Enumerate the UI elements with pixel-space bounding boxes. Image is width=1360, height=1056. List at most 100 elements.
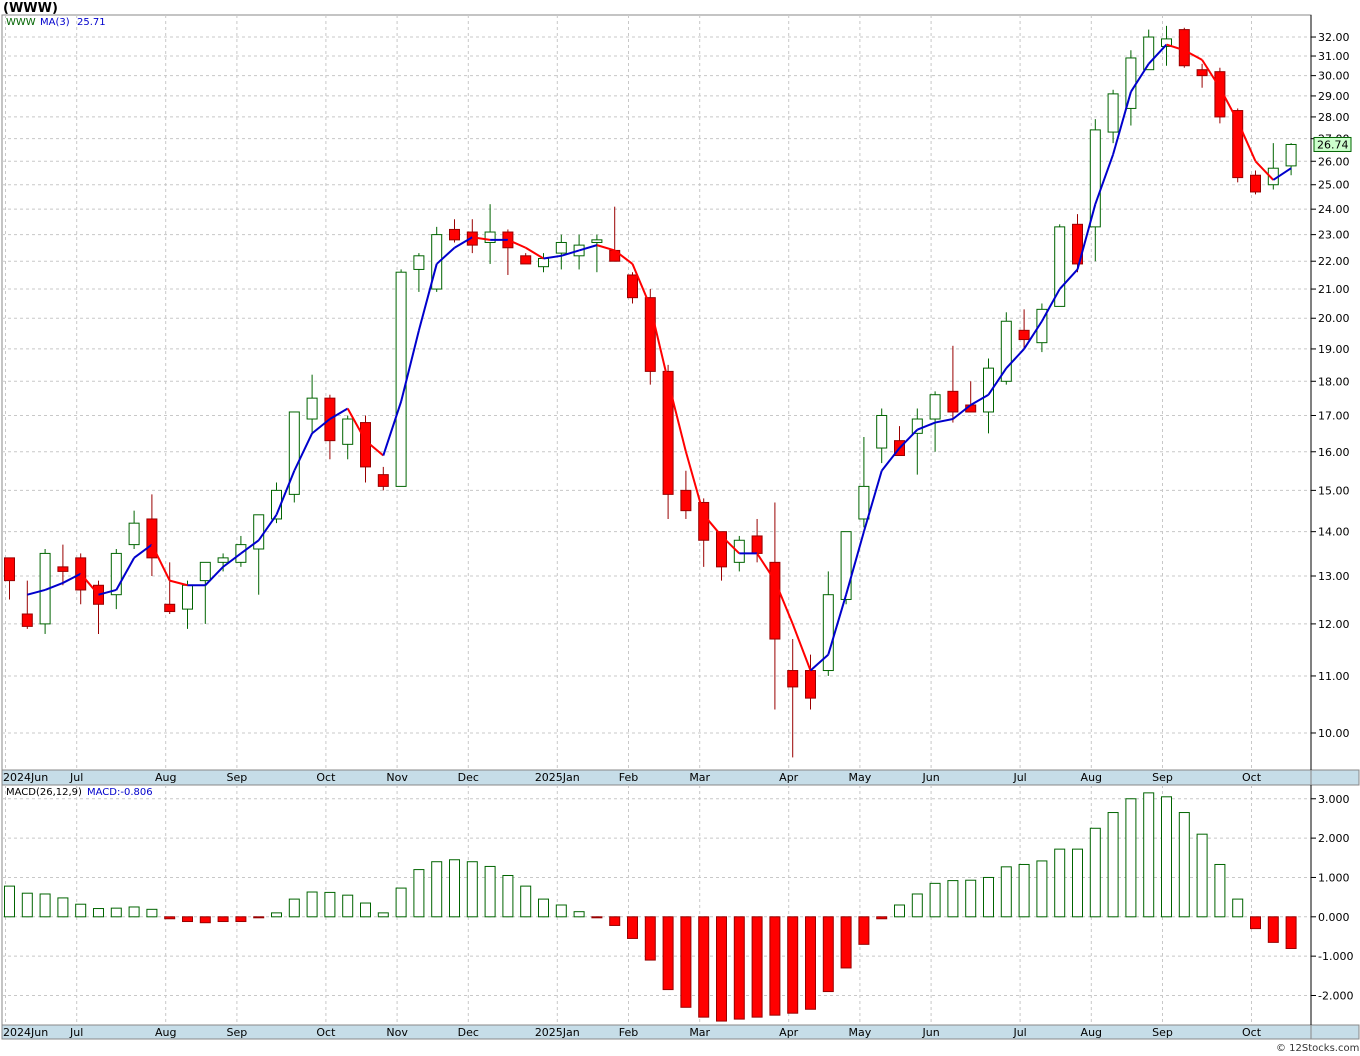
month-label: Jul <box>69 771 83 784</box>
month-label: Dec <box>458 771 479 784</box>
macd-bar-positive <box>93 908 104 918</box>
candle-up <box>733 539 745 563</box>
month-label: Oct <box>316 1026 336 1039</box>
candle-down <box>805 670 816 699</box>
price-tick-label: 14.00 <box>1318 526 1350 539</box>
macd-bar-negative <box>1267 916 1279 943</box>
candle-up <box>1089 129 1101 228</box>
candle-up <box>1285 143 1297 167</box>
price-tick-label: 13.00 <box>1318 570 1350 583</box>
month-label: Jun <box>922 1026 940 1039</box>
macd-bar-positive <box>75 903 87 918</box>
candle-down <box>1232 110 1244 179</box>
last-price-label: 26.74 <box>1317 138 1349 151</box>
candle-down <box>644 297 656 372</box>
candle-down <box>1250 174 1261 193</box>
macd-bar-positive <box>1018 863 1030 918</box>
ma-line-segment <box>1058 268 1079 290</box>
macd-bar-negative <box>858 916 870 945</box>
ma-line-segment <box>791 623 812 671</box>
ma-line-segment <box>507 238 527 249</box>
ma-line-segment <box>1147 43 1168 65</box>
macd-bar-negative <box>235 916 247 923</box>
candle-up <box>1107 93 1119 133</box>
ma-line-segment <box>631 263 652 307</box>
macd-bar-positive <box>911 893 923 918</box>
macd-bar-negative <box>751 916 763 1018</box>
candle-down <box>1018 329 1030 341</box>
candle-down <box>662 370 674 495</box>
macd-bar-negative <box>822 916 834 993</box>
month-label: Mar <box>689 1026 710 1039</box>
candle-up <box>199 561 211 582</box>
ma-line-segment <box>561 249 580 257</box>
ma-line-segment <box>773 580 794 625</box>
price-tick-label: 24.00 <box>1318 203 1350 216</box>
macd-tick-label: 0.000 <box>1318 911 1350 924</box>
month-label: Sep <box>227 771 248 784</box>
candle-down <box>769 561 781 640</box>
candle-down <box>57 566 69 572</box>
month-label: May <box>849 771 872 784</box>
macd-bar-positive <box>377 912 389 918</box>
macd-bar-positive <box>1036 860 1048 918</box>
month-label: Feb <box>619 771 638 784</box>
candle-down <box>93 584 104 605</box>
price-tick-label: 28.00 <box>1318 111 1350 124</box>
candle-up <box>876 414 888 449</box>
ma-line-segment <box>133 543 153 559</box>
ma-line-segment <box>1183 49 1203 61</box>
macd-bar-positive <box>929 882 941 918</box>
month-label: Oct <box>316 771 336 784</box>
ma-line-segment <box>720 535 741 555</box>
ma-line-segment <box>1166 43 1185 52</box>
macd-bar-positive <box>1107 812 1119 918</box>
macd-tick-label: -1.000 <box>1318 950 1353 963</box>
price-tick-label: 21.00 <box>1318 283 1350 296</box>
macd-bar-positive <box>431 861 443 918</box>
macd-bar-negative <box>662 916 674 991</box>
candle-down <box>680 489 692 512</box>
ma-line-segment <box>862 470 883 532</box>
macd-bar-negative <box>182 916 193 923</box>
ma-line-segment <box>1236 120 1257 162</box>
candle-up <box>217 557 229 563</box>
watermark: © 12Stocks.com <box>1276 1043 1359 1054</box>
ma-line-segment <box>346 408 367 442</box>
macd-bar-positive <box>555 904 567 918</box>
candle-down <box>146 518 158 559</box>
macd-bar-positive <box>395 887 407 918</box>
macd-bar-negative <box>733 916 745 1020</box>
candle-up <box>983 367 994 413</box>
ma-line-segment <box>222 552 242 568</box>
month-label: Apr <box>779 771 799 784</box>
month-label: Aug <box>1081 1026 1102 1039</box>
ma-line-segment <box>44 582 64 591</box>
macd-tick-label: 1.000 <box>1318 871 1350 884</box>
ma-line-segment <box>880 447 901 472</box>
macd-bar-positive <box>449 859 460 918</box>
macd-bar-negative <box>1250 916 1261 930</box>
ma-line-segment <box>934 418 954 424</box>
macd-bar-positive <box>324 891 336 918</box>
candle-up <box>484 231 496 243</box>
macd-bar-positive <box>1089 827 1101 918</box>
macd-tick-label: -2.000 <box>1318 989 1353 1002</box>
candle-up <box>538 258 549 268</box>
macd-bar-negative <box>199 916 211 924</box>
ma-line-segment <box>684 451 705 516</box>
candle-up <box>822 594 834 672</box>
macd-bar-positive <box>1232 898 1244 918</box>
candle-up <box>858 485 870 520</box>
month-label: Oct <box>1242 771 1262 784</box>
candle-up <box>306 397 318 420</box>
macd-tick-label: 3.000 <box>1318 793 1350 806</box>
ma-line-segment <box>702 514 723 537</box>
candle-up <box>1161 38 1172 47</box>
ma-line-segment <box>79 573 100 596</box>
macd-bar-positive <box>466 861 478 918</box>
candle-down <box>1072 223 1083 265</box>
candle-up <box>1143 36 1155 71</box>
month-label: Jul <box>1012 1026 1026 1039</box>
macd-legend-value: MACD:-0.806 <box>87 787 153 798</box>
